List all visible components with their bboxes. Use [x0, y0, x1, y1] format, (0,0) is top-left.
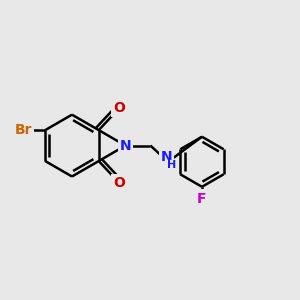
Text: N: N — [161, 150, 172, 164]
Text: F: F — [197, 192, 207, 206]
Text: O: O — [113, 101, 125, 115]
Text: H: H — [167, 160, 177, 170]
Text: Br: Br — [14, 123, 32, 137]
Text: N: N — [120, 139, 131, 153]
Text: O: O — [113, 176, 125, 190]
